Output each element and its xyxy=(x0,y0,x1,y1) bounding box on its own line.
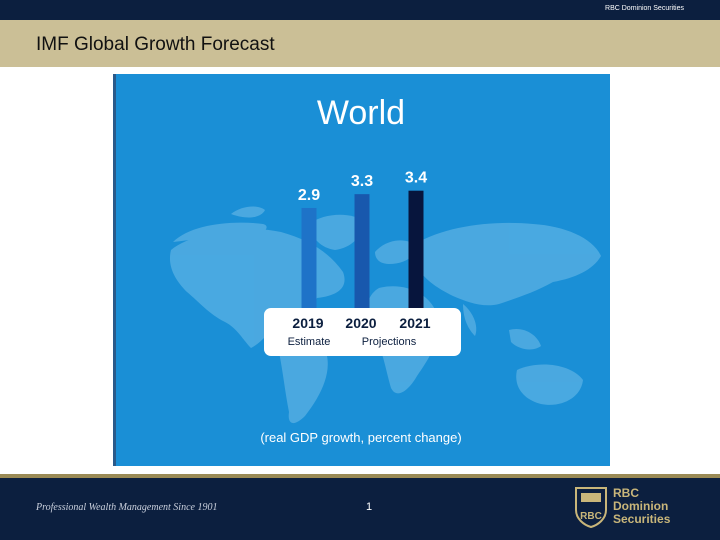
bar-2020 xyxy=(355,194,370,308)
footer-gold-rule xyxy=(0,474,720,478)
left-edge-strip xyxy=(113,74,116,466)
title-bar: IMF Global Growth Forecast xyxy=(0,20,720,67)
value-label-2021: 3.4 xyxy=(405,170,427,187)
category-labels-group: 2019 2020 2021 xyxy=(292,315,430,331)
category-label-2020: 2020 xyxy=(345,315,376,331)
chart-svg: 2.9 3.3 3.4 2019 2020 2021 Estimate Projectio… xyxy=(113,74,610,466)
value-label-2019: 2.9 xyxy=(298,187,320,204)
category-label-2021: 2021 xyxy=(399,315,430,331)
logo-mark-text: RBC xyxy=(580,511,602,522)
group-label-projections: Projections xyxy=(362,336,417,348)
footer-tagline: Professional Wealth Management Since 190… xyxy=(36,502,217,513)
rbc-logo: RBC RBC Dominion Securities xyxy=(574,486,694,530)
footer: Professional Wealth Management Since 190… xyxy=(0,474,720,540)
category-label-2019: 2019 xyxy=(292,315,323,331)
chart-caption: (real GDP growth, percent change) xyxy=(260,430,461,445)
logo-wordmark: RBC Dominion Securities xyxy=(613,487,670,526)
page-number: 1 xyxy=(366,501,372,513)
bar-2021 xyxy=(409,191,424,308)
rbc-shield-icon: RBC xyxy=(574,486,608,528)
slide-title: IMF Global Growth Forecast xyxy=(36,34,275,56)
group-label-estimate: Estimate xyxy=(288,336,331,348)
top-bar: RBC Dominion Securities xyxy=(0,0,720,20)
header-brand: RBC Dominion Securities xyxy=(605,5,684,12)
bar-2019 xyxy=(302,208,317,308)
logo-line-3: Securities xyxy=(613,513,670,526)
world-growth-figure: 2.9 3.3 3.4 2019 2020 2021 Estimate Projectio… xyxy=(113,74,610,466)
value-label-2020: 3.3 xyxy=(351,173,373,190)
chart-title: World xyxy=(317,94,405,132)
